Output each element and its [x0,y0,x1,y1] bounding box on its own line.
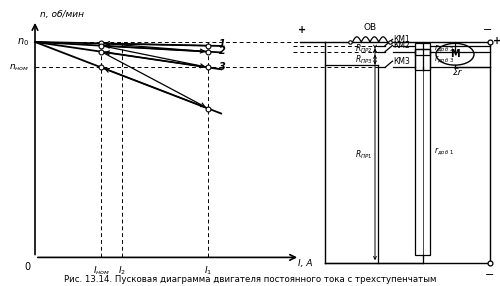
Text: КМ2: КМ2 [394,41,410,50]
Text: 0: 0 [24,262,30,272]
Text: $I_2$: $I_2$ [118,265,126,277]
Text: $r_{доб\ 3}$: $r_{доб\ 3}$ [434,54,454,65]
Text: ОВ: ОВ [364,23,376,32]
Text: n, об/мин: n, об/мин [40,10,84,19]
Text: $R_{ПР3}$: $R_{ПР3}$ [355,53,372,66]
Bar [415,43,430,55]
Bar [415,49,430,70]
Text: $R_{ПР2}$: $R_{ПР2}$ [355,42,372,55]
Text: $R_{ПР1}$: $R_{ПР1}$ [355,148,372,161]
Text: $r_{доб\ 2}$: $r_{доб\ 2}$ [434,43,454,54]
Text: пусковым реостатом: пусковым реостатом [202,285,298,286]
Text: $I_{ном}$: $I_{ном}$ [92,265,110,277]
Text: +: + [298,25,306,35]
Bar [415,49,430,255]
Text: M: M [450,49,460,59]
Text: −: − [486,270,494,280]
Text: КМ1: КМ1 [394,35,410,44]
Text: 1: 1 [218,39,226,49]
Text: Рис. 13.14. Пусковая диаграмма двигателя постоянного тока с трехступенчатым: Рис. 13.14. Пусковая диаграмма двигателя… [64,275,436,283]
Text: $n_{ном}$: $n_{ном}$ [8,62,29,73]
Text: +: + [492,35,500,45]
Text: 2: 2 [218,46,226,56]
Text: −: − [483,25,492,35]
Text: Σr: Σr [452,68,462,77]
Text: I, А: I, А [298,259,312,268]
Text: $I_1$: $I_1$ [204,265,212,277]
Text: $r_{доб\ 1}$: $r_{доб\ 1}$ [434,146,454,157]
Text: 3: 3 [218,62,226,72]
Text: КМ3: КМ3 [394,57,410,66]
Text: $n_0$: $n_0$ [17,36,29,48]
